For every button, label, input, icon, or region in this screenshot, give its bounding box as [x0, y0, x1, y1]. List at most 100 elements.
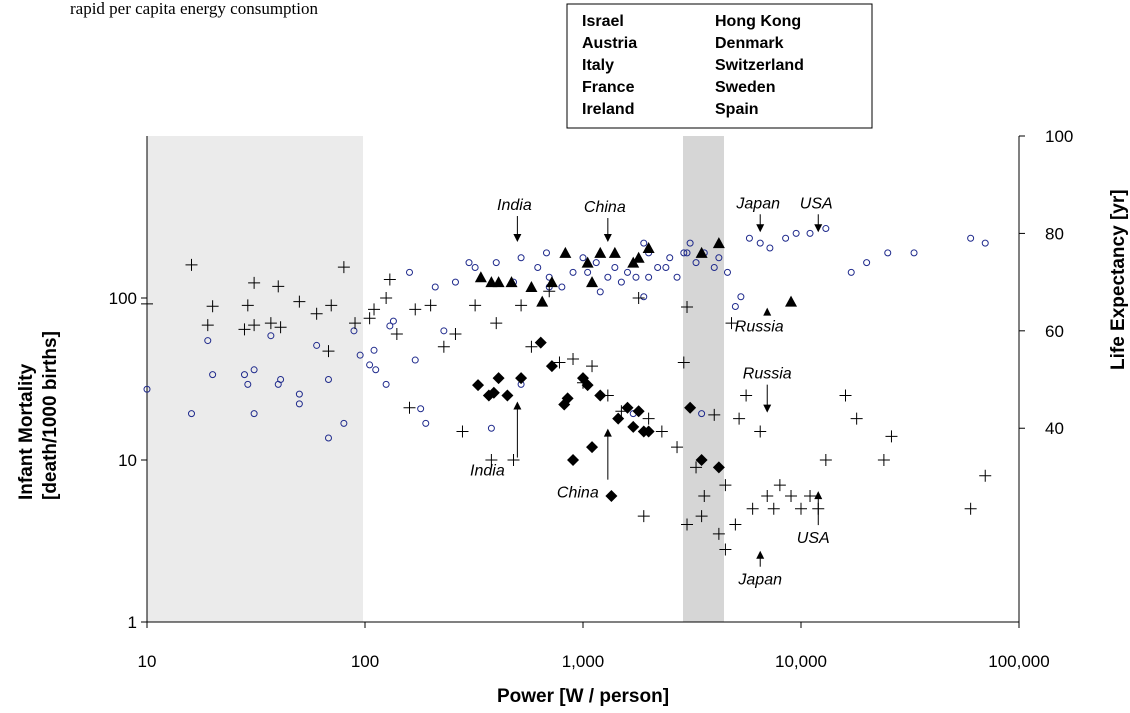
infant-mortality-highlight-point [632, 405, 645, 418]
life-expectancy-point [680, 249, 688, 257]
life-expectancy-highlight-point [642, 242, 655, 254]
axis-ticks: 10 100 1,000 10,000 100,000 1 10 100 40 60 80 100 [109, 127, 1074, 671]
infant-mortality-point [671, 441, 684, 454]
infant-mortality-point [456, 425, 469, 438]
life-expectancy-point [471, 264, 479, 272]
life-expectancy-point [584, 268, 592, 276]
x-tick-label: 10,000 [775, 652, 827, 671]
mortality-annotation-label: Japan [737, 572, 782, 589]
life-expectancy-point [645, 273, 653, 281]
infant-mortality-highlight-point [695, 454, 708, 466]
life-expectancy-point [295, 400, 303, 408]
life-expectancy-point [411, 356, 419, 364]
life-expectancy-point [723, 268, 731, 276]
life-expectancy-point [692, 259, 700, 267]
y-axis-left-title-line2: [death/1000 births] [40, 331, 61, 500]
infant-mortality-point [293, 295, 306, 308]
mortality-annotation-arrowhead [814, 491, 823, 500]
infant-mortality-point [325, 299, 338, 312]
infant-mortality-point [819, 454, 832, 466]
life-expectancy-point [884, 249, 892, 257]
life-expectancy-point [440, 327, 448, 335]
life-annotation-arrowhead [603, 234, 612, 243]
legend-item: Ireland [582, 101, 634, 118]
life-expectancy-point [451, 278, 459, 286]
top-text: rapid per capita energy consumption [70, 0, 318, 18]
life-annotation-label: India [497, 197, 532, 214]
legend-box: Israel Austria Italy France Ireland Hong Kon… [566, 3, 873, 129]
life-expectancy-point [382, 380, 390, 388]
life-expectancy-point [623, 268, 631, 276]
infant-mortality-point [877, 454, 890, 466]
life-expectancy-highlight-point [608, 246, 621, 258]
infant-mortality-point [515, 299, 528, 312]
legend-item: Sweden [715, 79, 775, 96]
life-expectancy-point [640, 239, 648, 247]
mortality-annotation-label: Russia [743, 366, 792, 383]
legend-col1: Israel Austria Italy France Ireland [582, 13, 637, 118]
legend-item: Italy [582, 57, 614, 74]
life-annotation-label: Japan [735, 195, 780, 212]
life-expectancy-point [386, 322, 394, 330]
infant-mortality-point [248, 276, 261, 289]
mortality-annotation-arrowhead [763, 404, 772, 413]
y-tick-right-label: 100 [1045, 127, 1073, 146]
x-tick-label: 100,000 [988, 652, 1049, 671]
life-expectancy-point [143, 385, 151, 393]
life-expectancy-highlight-point [505, 276, 518, 288]
life-expectancy-point [822, 225, 830, 233]
life-expectancy-point [313, 341, 321, 349]
life-expectancy-point [250, 366, 258, 374]
life-expectancy-point [981, 239, 989, 247]
infant-mortality-point [437, 340, 450, 353]
life-expectancy-highlight-point [695, 246, 708, 258]
mortality-annotation-label: India [470, 463, 505, 480]
life-expectancy-point [204, 337, 212, 345]
life-expectancy-highlight-point [492, 276, 505, 288]
shaded-region [147, 136, 363, 622]
y-tick-left-label: 100 [109, 289, 137, 308]
infant-mortality-point [241, 299, 254, 312]
legend-col2: Hong Kong Denmark Switzerland Sweden Spain [715, 13, 804, 118]
y-tick-right-label: 60 [1045, 322, 1064, 341]
life-expectancy-point [686, 239, 694, 247]
infant-mortality-point [469, 299, 482, 312]
infant-mortality-point [708, 408, 721, 421]
infant-mortality-point [337, 261, 350, 274]
life-expectancy-point [698, 410, 706, 418]
life-expectancy-point [267, 332, 275, 340]
y-axis-left-title-group: Infant Mortality [death/1000 births] [16, 331, 61, 500]
infant-mortality-highlight-point [545, 360, 558, 373]
infant-mortality-highlight-point [712, 461, 725, 474]
life-expectancy-point [683, 249, 691, 257]
infant-mortality-highlight-point [534, 336, 547, 349]
life-expectancy-point [244, 380, 252, 388]
infant-mortality-point [719, 479, 732, 492]
infant-mortality-point [490, 317, 503, 330]
life-expectancy-point [417, 405, 425, 413]
infant-mortality-point [409, 303, 422, 316]
infant-mortality-point [390, 327, 403, 340]
infant-mortality-highlight-point [515, 372, 528, 385]
x-axis-title: Power [W / person] [497, 686, 669, 707]
infant-mortality-point [885, 430, 898, 443]
infant-mortality-highlight-point [501, 389, 514, 402]
infant-mortality-point [322, 345, 335, 358]
infant-mortality-highlight-point [594, 389, 607, 402]
legend-item: Hong Kong [715, 13, 801, 30]
life-expectancy-point [806, 229, 814, 237]
life-expectancy-point [487, 424, 495, 432]
life-expectancy-point [240, 371, 248, 379]
life-expectancy-point [422, 419, 430, 427]
infant-mortality-highlight-point [567, 454, 580, 466]
infant-mortality-point [185, 258, 198, 271]
life-annotation-arrowhead [814, 224, 823, 233]
life-expectancy-highlight-point [632, 251, 645, 263]
infant-mortality-point [681, 300, 694, 313]
y-tick-right-label: 40 [1045, 419, 1064, 438]
life-expectancy-point [745, 234, 753, 242]
infant-mortality-point [795, 502, 807, 515]
life-expectancy-point [640, 293, 648, 301]
infant-mortality-point [201, 319, 214, 332]
life-expectancy-point [863, 259, 871, 267]
